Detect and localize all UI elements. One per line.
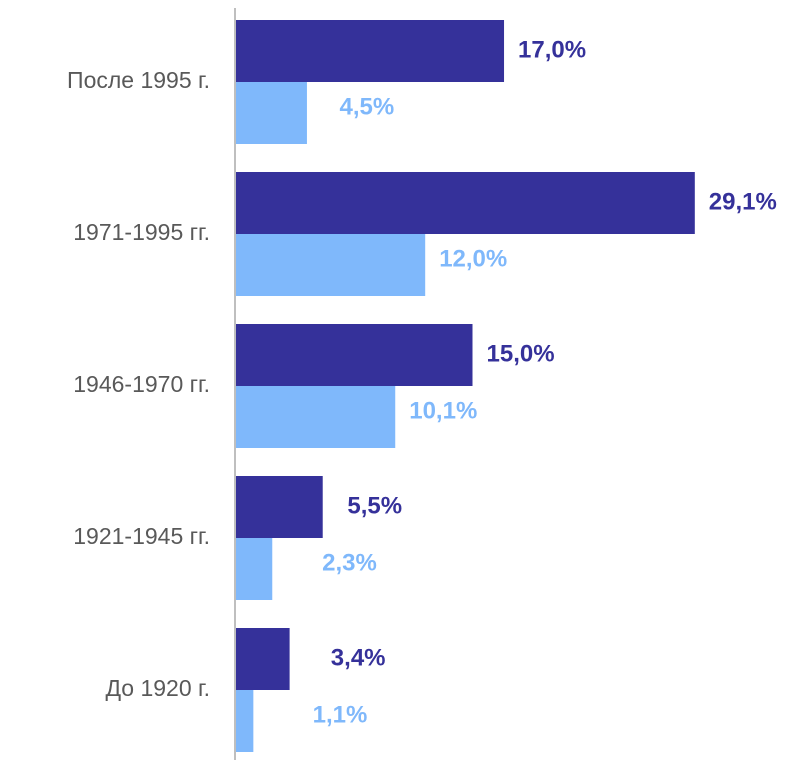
value-label: 12,0% <box>439 245 507 272</box>
category-label: До 1920 г. <box>105 675 210 701</box>
bar <box>236 386 396 448</box>
value-label: 29,1% <box>709 188 777 215</box>
category-label: 1946-1970 гг. <box>73 371 210 397</box>
value-label: 10,1% <box>409 397 477 424</box>
value-label: 2,3% <box>322 549 377 576</box>
bar <box>236 172 695 234</box>
bar <box>236 234 426 296</box>
value-label: 3,4% <box>331 644 386 671</box>
value-label: 5,5% <box>347 492 402 519</box>
bar <box>236 324 473 386</box>
category-label: 1921-1945 гг. <box>73 523 210 549</box>
value-label: 4,5% <box>339 93 394 120</box>
bar <box>236 20 505 82</box>
category-label: После 1995 г. <box>67 67 210 93</box>
bar <box>236 690 254 752</box>
value-label: 1,1% <box>313 701 368 728</box>
bar <box>236 82 307 144</box>
value-label: 17,0% <box>518 36 586 63</box>
value-label: 15,0% <box>487 340 555 367</box>
bar <box>236 476 323 538</box>
bar <box>236 628 290 690</box>
category-label: 1971-1995 гг. <box>73 219 210 245</box>
bar <box>236 538 273 600</box>
